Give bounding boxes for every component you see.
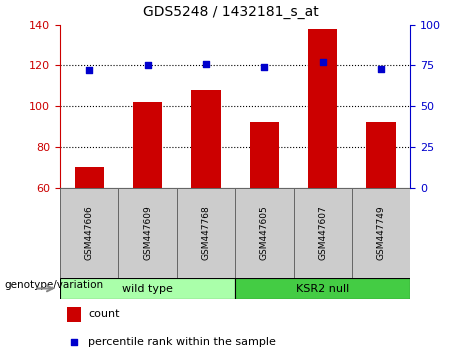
Text: GSM447605: GSM447605: [260, 205, 269, 260]
Text: KSR2 null: KSR2 null: [296, 284, 349, 293]
Bar: [67, 307, 81, 322]
Bar: [352, 188, 410, 278]
Point: [70, 339, 77, 345]
Bar: [133, 102, 162, 188]
Point: [144, 63, 151, 68]
Text: percentile rank within the sample: percentile rank within the sample: [88, 337, 276, 347]
Bar: [60, 188, 118, 278]
Bar: [294, 188, 352, 278]
Bar: [177, 188, 235, 278]
Text: GSM447609: GSM447609: [143, 205, 152, 260]
Text: GSM447749: GSM447749: [377, 205, 385, 260]
Bar: [235, 278, 410, 299]
Text: GSM447606: GSM447606: [85, 205, 94, 260]
Bar: [308, 29, 337, 188]
Bar: [118, 188, 177, 278]
Bar: [191, 90, 220, 188]
Bar: [250, 122, 279, 188]
Text: GDS5248 / 1432181_s_at: GDS5248 / 1432181_s_at: [142, 5, 319, 19]
Bar: [366, 122, 396, 188]
Point: [202, 61, 210, 67]
Text: GSM447607: GSM447607: [318, 205, 327, 260]
Text: GSM447768: GSM447768: [201, 205, 210, 260]
Point: [85, 68, 93, 73]
Text: count: count: [88, 309, 119, 320]
Point: [319, 59, 326, 65]
Text: wild type: wild type: [122, 284, 173, 293]
Point: [378, 66, 385, 72]
Bar: [75, 167, 104, 188]
Point: [260, 64, 268, 70]
Text: genotype/variation: genotype/variation: [5, 280, 104, 290]
Bar: [235, 188, 294, 278]
Bar: [60, 278, 235, 299]
